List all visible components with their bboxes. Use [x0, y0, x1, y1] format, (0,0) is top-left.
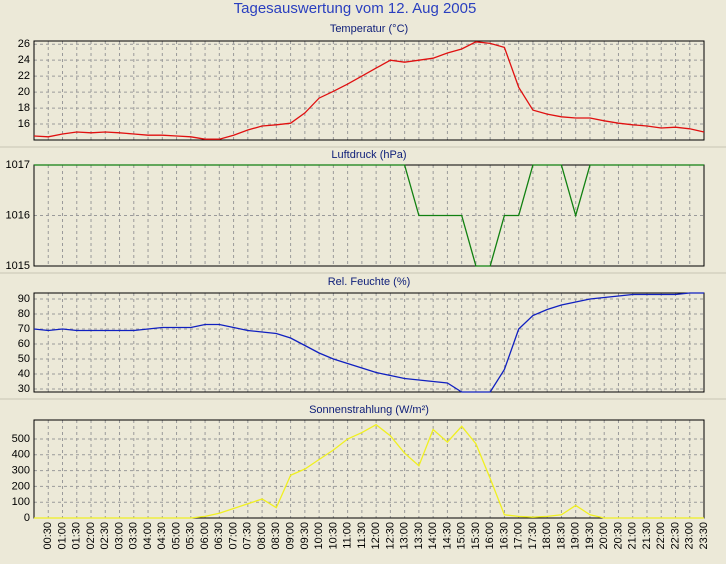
x-tick-label: 20:30	[612, 522, 624, 550]
chart-title: Tagesauswertung vom 12. Aug 2005	[234, 0, 477, 17]
x-tick-label: 01:00	[56, 522, 68, 550]
x-tick-label: 05:30	[185, 522, 197, 550]
y-tick-label: 90	[18, 293, 30, 305]
x-tick-label: 09:30	[299, 522, 311, 550]
x-tick-label: 13:00	[399, 522, 411, 550]
x-tick-label: 23:00	[684, 522, 696, 550]
y-tick-label: 80	[18, 308, 30, 320]
x-tick-label: 23:30	[698, 522, 710, 550]
x-tick-label: 02:00	[85, 522, 97, 550]
x-tick-label: 17:30	[527, 522, 539, 550]
x-tick-label: 22:30	[669, 522, 681, 550]
x-tick-label: 20:00	[598, 522, 610, 550]
line-series	[33, 41, 705, 140]
x-tick-label: 14:30	[441, 522, 453, 550]
y-tick-label: 200	[12, 480, 30, 492]
x-tick-label: 19:00	[570, 522, 582, 550]
x-tick-label: 16:30	[498, 522, 510, 550]
x-tick-label: 18:00	[541, 522, 553, 550]
line-series	[34, 164, 704, 267]
x-tick-label: 18:30	[555, 522, 567, 550]
x-tick-label: 03:30	[128, 522, 140, 550]
panel-title: Rel. Feuchte (%)	[328, 276, 411, 288]
y-tick-label: 500	[12, 433, 30, 445]
line-series	[33, 292, 704, 393]
x-tick-label: 11:00	[342, 522, 354, 549]
x-tick-label: 01:30	[71, 522, 83, 550]
y-tick-label: 70	[18, 323, 30, 335]
x-tick-label: 07:00	[228, 522, 240, 550]
y-tick-label: 400	[12, 449, 30, 461]
y-tick-label: 24	[18, 54, 30, 66]
x-tick-label: 10:30	[327, 522, 339, 550]
y-tick-label: 22	[18, 70, 30, 82]
x-tick-label: 07:30	[242, 522, 254, 550]
x-tick-label: 22:00	[655, 522, 667, 550]
x-tick-label: 10:00	[313, 522, 325, 550]
y-tick-label: 18	[18, 102, 30, 114]
x-tick-label: 05:00	[171, 522, 183, 550]
y-tick-label: 20	[18, 86, 30, 98]
y-tick-label: 100	[12, 496, 30, 508]
plot-frame	[33, 292, 705, 393]
y-tick-label: 300	[12, 464, 30, 476]
x-tick-label: 00:30	[42, 522, 54, 550]
x-tick-label: 12:00	[370, 522, 382, 550]
y-tick-label: 0	[24, 512, 30, 524]
y-tick-label: 1016	[6, 209, 30, 221]
plot-frame	[33, 164, 705, 267]
x-tick-label: 21:00	[627, 522, 639, 550]
x-tick-label: 03:00	[113, 522, 125, 550]
y-tick-label: 1017	[6, 159, 30, 171]
y-tick-label: 16	[18, 118, 30, 130]
x-tick-label: 15:30	[470, 522, 482, 550]
x-tick-label: 17:00	[513, 522, 525, 550]
panel-title: Luftdruck (hPa)	[331, 149, 406, 161]
y-tick-label: 30	[18, 383, 30, 395]
x-tick-label: 04:30	[156, 522, 168, 550]
x-tick-label: 11:30	[356, 522, 368, 549]
x-tick-label: 02:30	[99, 522, 111, 550]
x-tick-label: 19:30	[584, 522, 596, 550]
plot-frame	[33, 419, 705, 519]
x-tick-label: 08:00	[256, 522, 268, 550]
x-tick-label: 08:30	[270, 522, 282, 550]
y-tick-label: 26	[18, 38, 30, 50]
x-tick-label: 06:30	[213, 522, 225, 550]
x-tick-label: 13:30	[413, 522, 425, 550]
x-tick-label: 06:00	[199, 522, 211, 550]
x-tick-label: 12:30	[384, 522, 396, 550]
line-series	[34, 423, 704, 519]
x-tick-label: 09:00	[285, 522, 297, 550]
y-tick-label: 50	[18, 353, 30, 365]
panel-title: Temperatur (°C)	[330, 23, 408, 35]
x-tick-label: 15:00	[456, 522, 468, 550]
y-tick-label: 40	[18, 368, 30, 380]
x-tick-label: 14:00	[427, 522, 439, 550]
x-tick-label: 21:30	[641, 522, 653, 550]
x-tick-label: 04:00	[142, 522, 154, 550]
y-tick-label: 60	[18, 338, 30, 350]
panel-title: Sonnenstrahlung (W/m²)	[309, 404, 429, 416]
x-tick-label: 16:00	[484, 522, 496, 550]
y-tick-label: 1015	[6, 260, 30, 272]
plot-frame	[33, 40, 705, 141]
